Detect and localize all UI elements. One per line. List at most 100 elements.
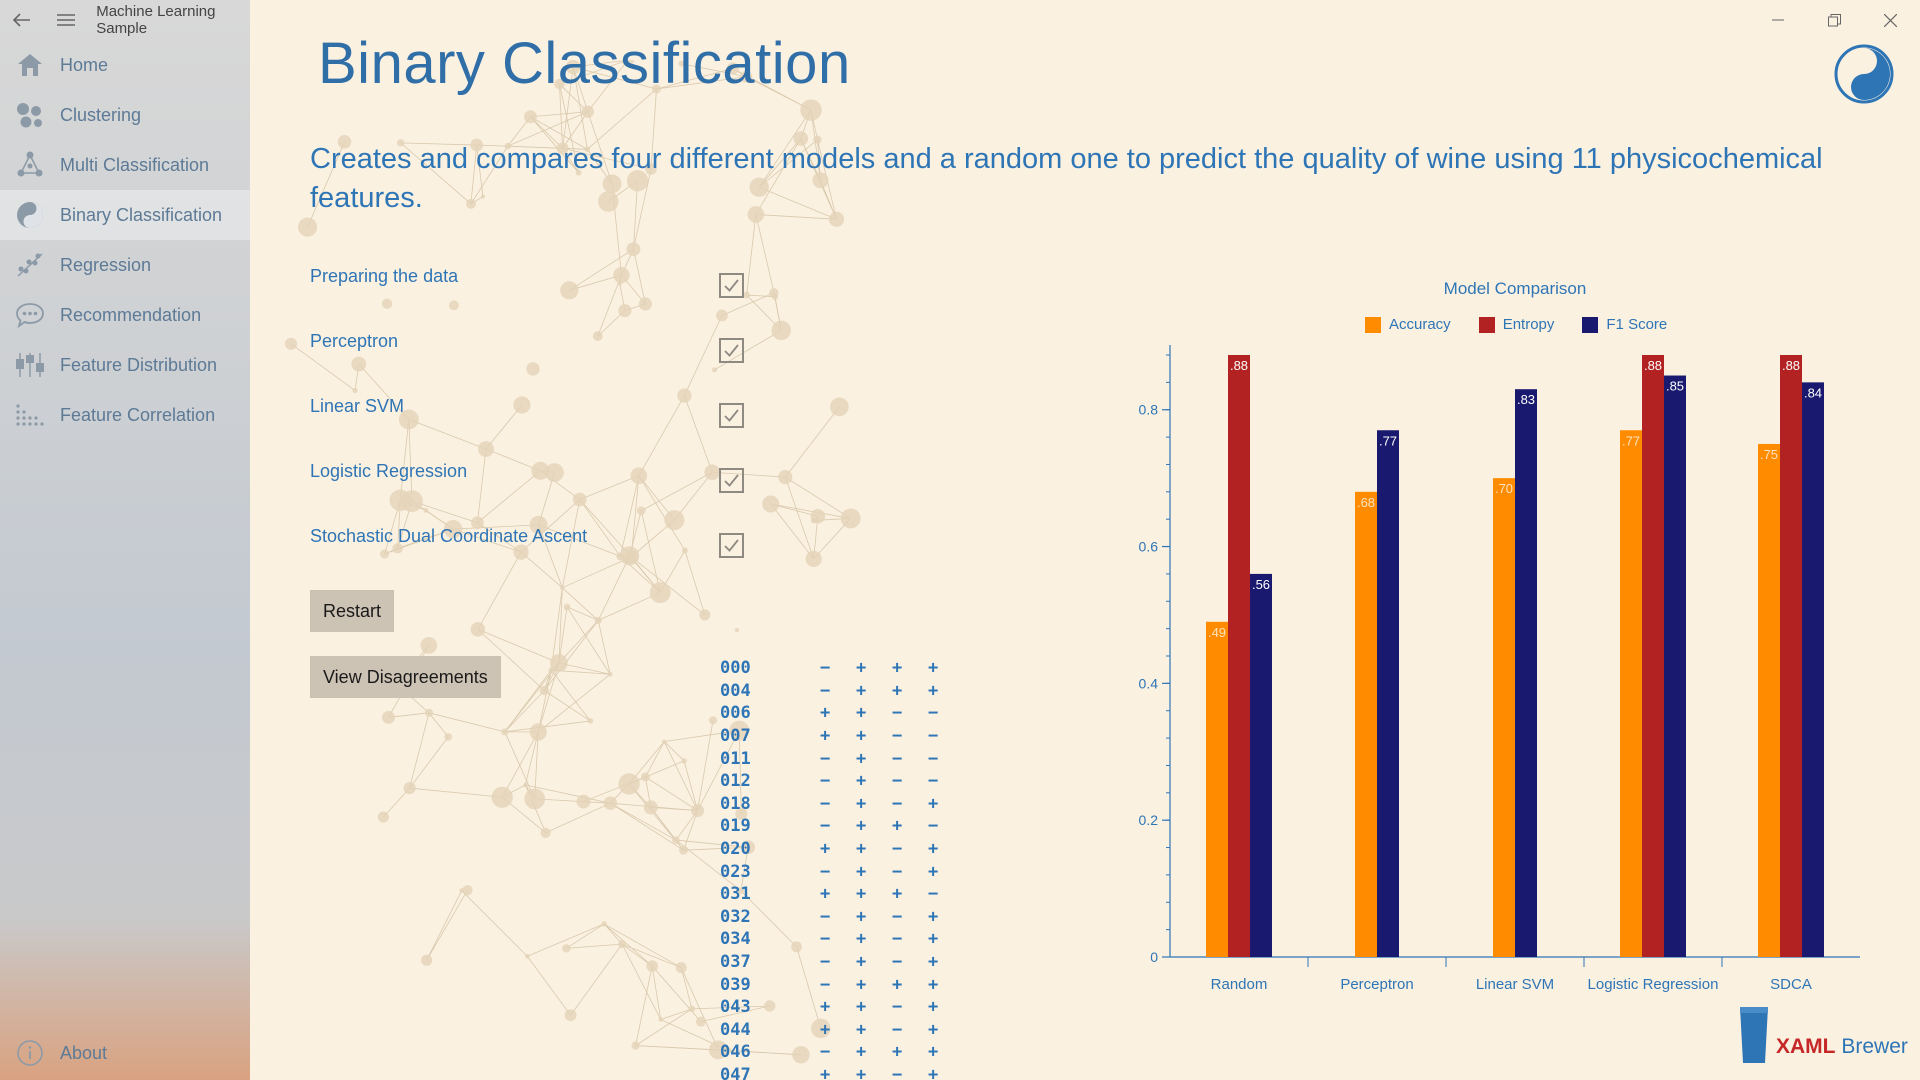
disagreement-sign: −	[820, 658, 831, 679]
sidebar-item-binary-classification[interactable]: Binary Classification	[0, 190, 250, 240]
disagreement-sign: −	[892, 929, 903, 950]
disagreement-row: 043 + + − +	[720, 996, 964, 1019]
network-line	[660, 1008, 693, 1020]
brand-xaml-text: XAML	[1776, 1035, 1836, 1058]
network-node	[813, 135, 822, 144]
network-line	[504, 669, 552, 733]
network-line	[537, 673, 611, 733]
step-label: Perceptron	[310, 331, 399, 351]
network-line	[534, 798, 611, 804]
sidebar-item-label: Feature Distribution	[60, 354, 218, 375]
network-node	[540, 827, 551, 838]
network-node	[704, 464, 721, 481]
minimize-button[interactable]	[1750, 0, 1806, 40]
disagreement-sign: −	[928, 748, 939, 769]
disagreement-row: 020 + + − +	[720, 838, 964, 861]
step-checkbox[interactable]	[719, 403, 744, 428]
hamburger-menu-button[interactable]	[44, 0, 88, 40]
network-node	[524, 110, 537, 124]
data-label: .85	[1666, 379, 1684, 394]
network-line	[520, 551, 563, 588]
network-node	[677, 388, 692, 403]
network-line	[477, 629, 545, 691]
disagreement-sign: +	[820, 703, 831, 724]
back-button[interactable]	[0, 0, 44, 40]
step-checkbox[interactable]	[719, 468, 744, 493]
nav-list: Home Clustering Multi Classification Binary…	[0, 40, 250, 440]
network-line	[566, 606, 611, 675]
sidebar-item-about[interactable]: About	[0, 1028, 250, 1078]
network-line	[562, 556, 632, 589]
network-node	[531, 461, 550, 480]
network-line	[674, 472, 713, 521]
restart-button[interactable]: Restart	[310, 590, 395, 632]
sidebar-item-feature-distribution[interactable]: Feature Distribution	[0, 340, 250, 390]
step-checkbox[interactable]	[719, 273, 744, 298]
disagreement-sign: −	[892, 839, 903, 860]
disagreement-sign: −	[892, 997, 903, 1018]
network-node	[564, 1009, 577, 1022]
network-line	[597, 620, 611, 675]
data-label: .56	[1252, 577, 1270, 592]
sidebar-item-label: Home	[60, 54, 109, 75]
y-tick-label: 0.8	[1139, 402, 1159, 418]
network-line	[566, 606, 599, 621]
network-line	[738, 730, 742, 814]
step-checkbox[interactable]	[719, 533, 744, 558]
checkmark-icon	[724, 474, 739, 487]
legend-label: Entropy	[1502, 316, 1555, 333]
network-line	[746, 294, 775, 298]
network-node	[828, 211, 845, 227]
network-node	[470, 622, 486, 637]
sidebar-item-clustering[interactable]: Clustering	[0, 90, 250, 140]
view-disagreements-button[interactable]: View Disagreements	[310, 656, 501, 698]
disagreement-sign: +	[856, 703, 867, 724]
disagreement-sign: +	[820, 884, 831, 905]
network-node	[403, 782, 416, 795]
disagreement-sign: +	[856, 884, 867, 905]
network-line	[470, 145, 509, 205]
network-line	[559, 83, 589, 113]
disagreement-sign: +	[892, 974, 903, 995]
disagreement-sign: +	[892, 816, 903, 837]
data-label: .68	[1357, 495, 1375, 510]
sidebar-item-regression[interactable]: Regression	[0, 240, 250, 290]
network-line	[681, 63, 747, 78]
network-line	[755, 138, 802, 215]
network-line	[485, 448, 541, 472]
sidebar-item-home[interactable]: Home	[0, 40, 250, 90]
network-node	[398, 409, 419, 430]
sidebar-item-multi-classification[interactable]: Multi Classification	[0, 140, 250, 190]
x-tick-label: Linear SVM	[1476, 976, 1554, 993]
network-line	[683, 810, 698, 851]
close-button[interactable]	[1862, 0, 1918, 40]
bar-f1-score	[1664, 375, 1686, 958]
network-node	[679, 845, 689, 855]
sidebar-item-feature-correlation[interactable]: Feature Correlation	[0, 390, 250, 440]
step-checkbox[interactable]	[719, 338, 744, 363]
network-node	[618, 773, 640, 795]
network-line	[537, 670, 552, 733]
restore-button[interactable]	[1806, 0, 1862, 40]
network-line	[397, 528, 454, 549]
network-line	[566, 923, 605, 949]
network-node	[741, 840, 755, 855]
disagreement-row: 007 + + − −	[720, 725, 964, 748]
disagreement-sign: +	[892, 680, 903, 701]
sidebar-item-recommendation[interactable]: Recommendation	[0, 290, 250, 340]
legend-label: Accuracy	[1389, 316, 1451, 333]
network-node	[529, 515, 548, 534]
network-node	[513, 396, 531, 414]
network-line	[645, 741, 665, 778]
disagreement-sign: +	[928, 680, 939, 701]
network-line	[680, 967, 693, 1009]
network-line	[755, 214, 776, 297]
checkmark-icon	[724, 344, 739, 357]
disagreement-sign: −	[892, 952, 903, 973]
network-line	[558, 620, 599, 664]
network-node	[443, 519, 463, 539]
disagreement-id: 000	[720, 658, 751, 679]
network-node	[501, 728, 509, 736]
page-title: Binary Classification	[318, 31, 851, 96]
network-line	[504, 720, 591, 733]
